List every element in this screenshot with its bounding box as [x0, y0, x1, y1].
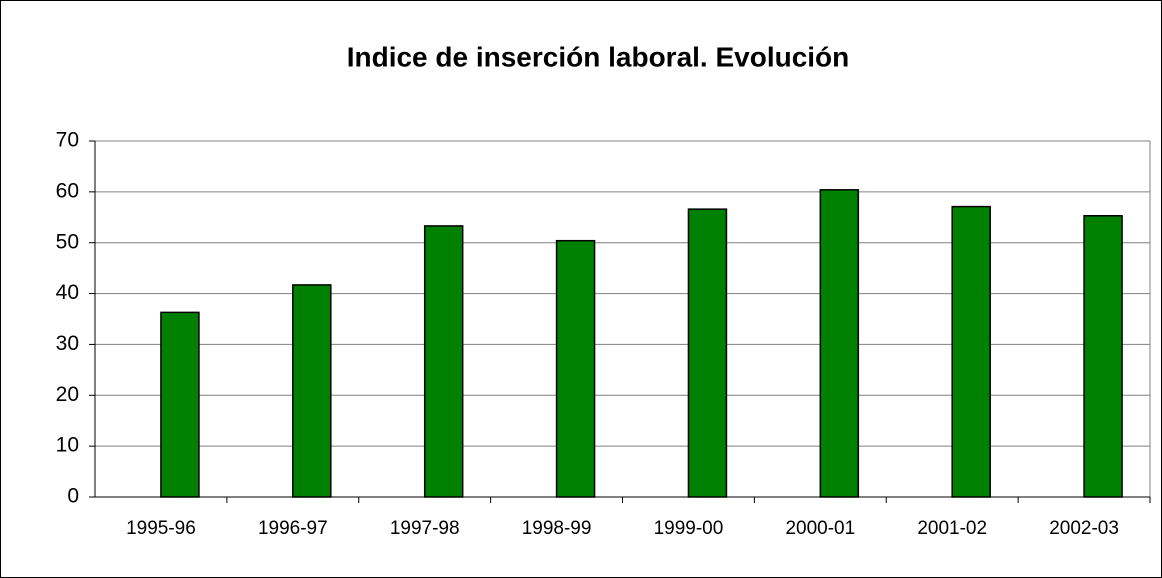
x-tick-label: 2000-01 — [785, 518, 855, 539]
y-tick-label: 60 — [56, 179, 79, 202]
bar — [1083, 215, 1123, 498]
bar — [687, 208, 728, 498]
bar — [951, 205, 991, 498]
x-tick-label: 1999-00 — [654, 518, 724, 539]
bar — [423, 225, 464, 498]
x-tick-label: 2002-03 — [1049, 518, 1119, 539]
y-tick-label: 50 — [56, 230, 79, 253]
x-tick-label: 1996-97 — [258, 518, 328, 539]
y-tick-label: 0 — [67, 485, 79, 508]
y-tick-label: 30 — [56, 332, 79, 355]
x-tick-label: 1997-98 — [390, 518, 460, 539]
chart-title: Indice de inserción laboral. Evolución — [347, 41, 850, 72]
x-tick-label: 1998-99 — [522, 518, 592, 539]
x-tick-label: 2001-02 — [917, 518, 987, 539]
bar — [555, 239, 596, 498]
y-tick-label: 40 — [56, 281, 79, 304]
y-tick-label: 20 — [56, 383, 79, 406]
bar — [292, 284, 332, 498]
y-tick-label: 10 — [56, 434, 79, 457]
bar — [160, 311, 200, 498]
y-tick-label: 70 — [56, 129, 79, 152]
x-tick-label: 1995-96 — [126, 518, 196, 539]
bar — [819, 189, 860, 498]
